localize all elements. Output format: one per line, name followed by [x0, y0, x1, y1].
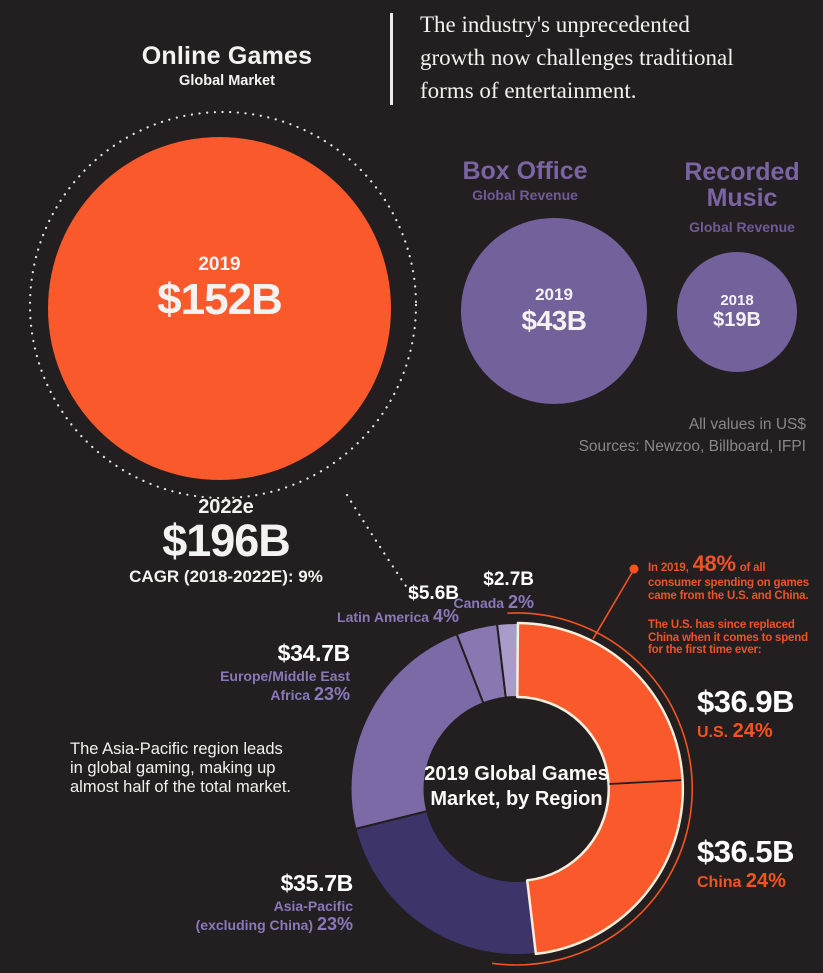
dotted-connector: [345, 493, 416, 600]
us-china-divider: [609, 779, 682, 785]
annotation-dot: [629, 564, 639, 574]
dotted-projection-circle: [28, 110, 418, 500]
annotation-leader-line: [592, 570, 634, 640]
donut-chart: [349, 621, 685, 957]
annotation-arc: [491, 612, 693, 966]
donut-segment-europe-middle-east-africa: [349, 633, 485, 830]
donut-segment-us-china: [516, 621, 685, 956]
donut-segment-asia-pacific-excluding-china-: [354, 810, 537, 957]
